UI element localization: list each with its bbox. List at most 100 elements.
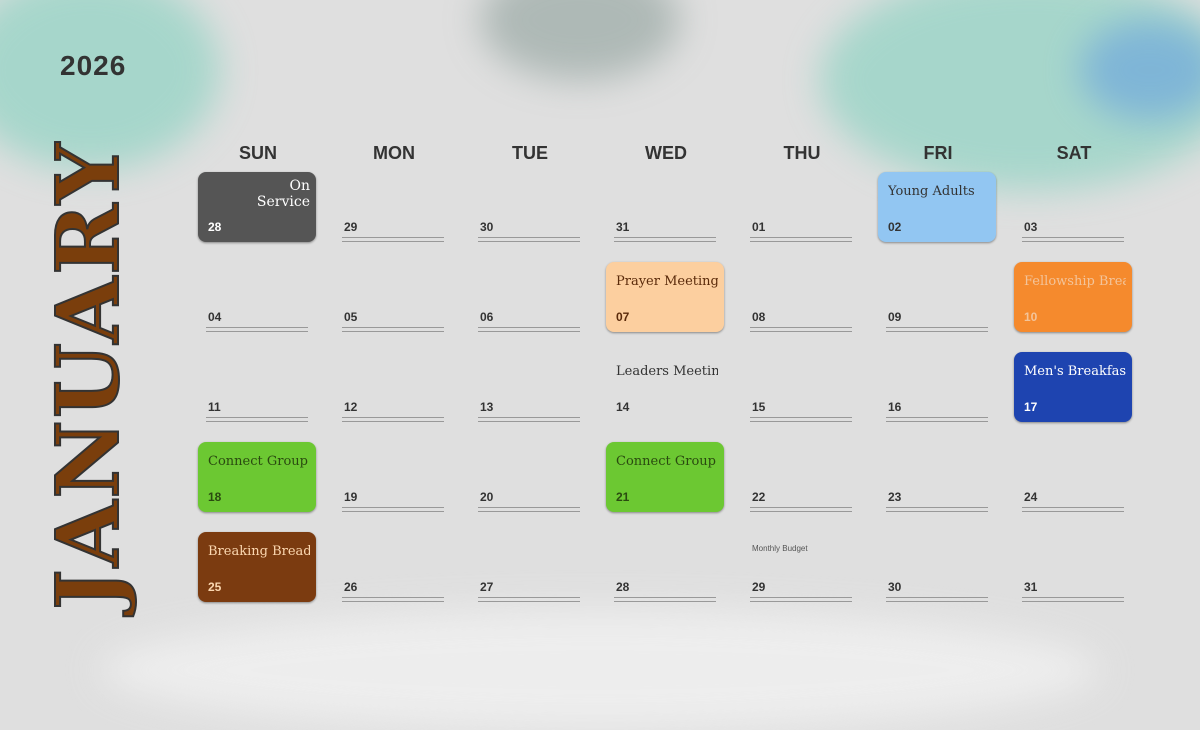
cell-underline: [478, 507, 580, 512]
weekday-header-sat: SAT: [1056, 143, 1092, 163]
cell-underline: [614, 237, 716, 242]
day-number: 22: [752, 490, 766, 504]
day-number: 11: [208, 400, 221, 414]
day-cell-event[interactable]: Connect Group 18: [198, 442, 316, 512]
month-title: JANUARY: [37, 140, 140, 611]
day-cell[interactable]: 12: [334, 352, 452, 422]
day-cell[interactable]: 30: [470, 172, 588, 242]
day-cell[interactable]: 28: [606, 532, 724, 602]
day-cell-event[interactable]: Connect Group 21: [606, 442, 724, 512]
day-cell[interactable]: 31: [1014, 532, 1132, 602]
day-cell-event[interactable]: Leaders Meeting 14: [606, 352, 724, 422]
day-cell[interactable]: 09: [878, 262, 996, 332]
day-cell[interactable]: 29: [334, 172, 452, 242]
day-number: 18: [208, 490, 222, 504]
day-number: 12: [344, 400, 358, 414]
cell-underline: [342, 237, 444, 242]
cell-underline: [614, 597, 716, 602]
day-number: 02: [888, 220, 902, 234]
foliage-decoration: [1080, 20, 1200, 120]
day-cell[interactable]: 24: [1014, 442, 1132, 512]
day-number: 29: [344, 220, 358, 234]
day-cell[interactable]: 31: [606, 172, 724, 242]
event-title: Leaders Meeting: [616, 364, 718, 379]
event-title: Prayer Meeting: [616, 274, 718, 289]
day-cell[interactable]: 13: [470, 352, 588, 422]
day-cell-event[interactable]: Men's Breakfast 17: [1014, 352, 1132, 422]
day-number: 16: [888, 400, 902, 414]
cell-underline: [1022, 237, 1124, 242]
day-number: 26: [344, 580, 358, 594]
day-cell[interactable]: 26: [334, 532, 452, 602]
day-cell[interactable]: 16: [878, 352, 996, 422]
event-title: Connect Group: [616, 454, 716, 469]
cell-underline: [478, 417, 580, 422]
cell-underline: [886, 507, 988, 512]
cell-underline: [1022, 597, 1124, 602]
day-cell[interactable]: 05: [334, 262, 452, 332]
day-number: 30: [480, 220, 494, 234]
day-cell[interactable]: 19: [334, 442, 452, 512]
cell-underline: [750, 417, 852, 422]
foliage-decoration: [480, 0, 680, 80]
day-number: 28: [616, 580, 630, 594]
day-number: 09: [888, 310, 902, 324]
day-number: 01: [752, 220, 766, 234]
day-cell[interactable]: 08: [742, 262, 860, 332]
day-number: 03: [1024, 220, 1038, 234]
day-cell[interactable]: 23: [878, 442, 996, 512]
day-cell[interactable]: 27: [470, 532, 588, 602]
weekday-header-mon: MON: [373, 143, 415, 163]
event-title: Fellowship Breakfast: [1024, 274, 1126, 289]
day-cell-event[interactable]: Fellowship Breakfast 10: [1014, 262, 1132, 332]
cell-underline: [206, 327, 308, 332]
day-number: 29: [752, 580, 766, 594]
day-number: 10: [1024, 310, 1038, 324]
day-number: 24: [1024, 490, 1038, 504]
day-number: 27: [480, 580, 494, 594]
day-cell[interactable]: 15: [742, 352, 860, 422]
day-cell-event[interactable]: On Service 28: [198, 172, 316, 242]
day-number: 31: [616, 220, 630, 234]
snow-decoration: [100, 610, 1100, 730]
cell-underline: [342, 327, 444, 332]
day-number: 28: [208, 220, 222, 234]
day-cell[interactable]: 03: [1014, 172, 1132, 242]
day-cell[interactable]: Monthly Budget 29: [742, 532, 860, 602]
event-title: On Service: [256, 178, 310, 210]
day-cell[interactable]: 22: [742, 442, 860, 512]
cell-underline: [886, 327, 988, 332]
cell-underline: [750, 597, 852, 602]
day-number: 30: [888, 580, 902, 594]
day-number: 13: [480, 400, 494, 414]
day-number: 23: [888, 490, 902, 504]
day-cell[interactable]: 30: [878, 532, 996, 602]
day-number: 21: [616, 490, 630, 504]
day-cell[interactable]: 20: [470, 442, 588, 512]
day-number: 04: [208, 310, 222, 324]
day-cell-event[interactable]: Breaking Bread 25: [198, 532, 316, 602]
day-number: 14: [616, 400, 630, 414]
cell-underline: [478, 237, 580, 242]
day-cell[interactable]: 06: [470, 262, 588, 332]
cell-underline: [342, 597, 444, 602]
event-title: Connect Group: [208, 454, 308, 469]
day-number: 31: [1024, 580, 1038, 594]
day-cell[interactable]: 01: [742, 172, 860, 242]
day-number: 07: [616, 310, 630, 324]
day-cell-event[interactable]: Prayer Meeting 07: [606, 262, 724, 332]
event-title: Men's Breakfast: [1024, 364, 1126, 379]
event-title: Young Adults: [888, 184, 975, 199]
weekday-header-fri: FRI: [923, 143, 953, 163]
day-number: 15: [752, 400, 766, 414]
day-number: 08: [752, 310, 766, 324]
day-cell[interactable]: 04: [198, 262, 316, 332]
day-number: 05: [344, 310, 358, 324]
cell-underline: [886, 417, 988, 422]
cell-underline: [342, 507, 444, 512]
cell-underline: [750, 237, 852, 242]
day-number: 25: [208, 580, 222, 594]
weekday-header-wed: WED: [645, 143, 687, 163]
day-cell[interactable]: 11: [198, 352, 316, 422]
day-cell-event[interactable]: Young Adults 02: [878, 172, 996, 242]
